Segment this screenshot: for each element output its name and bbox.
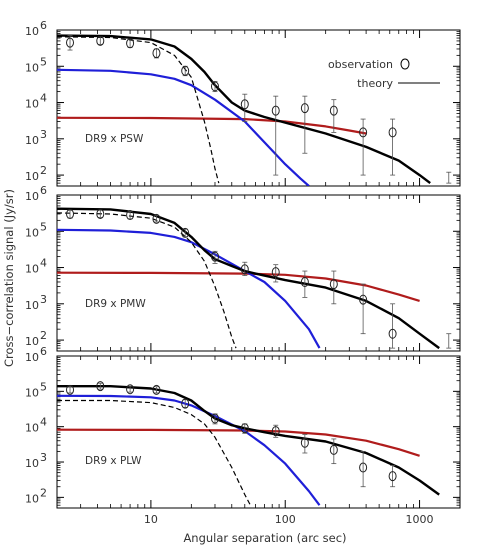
- panel-label: DR9 x PMW: [85, 298, 146, 310]
- series-total-line: [57, 385, 440, 496]
- x-tick-label: 10: [144, 513, 158, 526]
- obs-point: [271, 105, 280, 116]
- obs-point: [181, 65, 190, 76]
- obs-point: [359, 294, 368, 305]
- legend-observation-label: observation: [328, 58, 393, 71]
- obs-point: [271, 267, 280, 278]
- y-tick-label: 10: [25, 98, 39, 111]
- obs-point: [96, 381, 105, 392]
- obs-point: [152, 48, 161, 59]
- series-total-line: [57, 34, 431, 185]
- obs-point: [300, 276, 309, 287]
- y-tick-exponent: 5: [40, 380, 47, 393]
- obs-point: [329, 444, 338, 455]
- y-tick-exponent: 6: [40, 19, 47, 32]
- y-tick-label: 10: [25, 422, 39, 435]
- legend: observation theory: [328, 58, 440, 90]
- obs-point: [240, 99, 249, 110]
- panel-label: DR9 x PLW: [85, 455, 142, 467]
- y-tick-exponent: 3: [40, 451, 47, 464]
- obs-point: [210, 413, 219, 424]
- obs-point: [210, 81, 219, 92]
- obs-point: [240, 264, 249, 275]
- obs-point: [66, 37, 75, 48]
- legend-theory-label: theory: [357, 77, 393, 90]
- obs-point: [126, 38, 135, 49]
- y-tick-label: 10: [25, 25, 39, 38]
- y-tick-label: 10: [25, 226, 39, 239]
- y-tick-label: 10: [25, 457, 39, 470]
- y-tick-exponent: 4: [40, 416, 47, 429]
- series-shot-line: [57, 428, 420, 457]
- obs-point: [388, 328, 397, 339]
- series-shot-line: [57, 271, 420, 302]
- obs-point: [388, 127, 397, 138]
- series-one-halo-line: [57, 399, 251, 506]
- obs-point: [240, 423, 249, 434]
- y-tick-exponent: 4: [40, 257, 47, 270]
- obs-point: [152, 213, 161, 224]
- obs-point: [66, 208, 75, 219]
- obs-point: [329, 279, 338, 290]
- series-two-halo-line: [57, 228, 321, 349]
- series-one-halo-line: [57, 36, 220, 184]
- y-tick-label: 10: [25, 61, 39, 74]
- obs-point: [359, 127, 368, 138]
- obs-point: [66, 384, 75, 395]
- obs-point: [271, 426, 280, 437]
- y-axis-title: Cross−correlation signal (Jy/sr): [2, 189, 16, 367]
- obs-point: [96, 35, 105, 46]
- obs-point: [152, 384, 161, 395]
- y-tick-exponent: 4: [40, 92, 47, 105]
- panel-curves: [57, 207, 440, 350]
- y-tick-exponent: 5: [40, 220, 47, 233]
- obs-point: [96, 208, 105, 219]
- x-axis-title: Angular separation (arc sec): [183, 531, 346, 545]
- y-tick-exponent: 2: [40, 486, 47, 499]
- y-tick-label: 10: [25, 335, 39, 348]
- obs-point: [210, 251, 219, 262]
- y-tick-exponent: 3: [40, 293, 47, 306]
- y-tick-label: 10: [25, 170, 39, 183]
- y-tick-label: 10: [25, 492, 39, 505]
- obs-point: [359, 462, 368, 473]
- panel-curves: [57, 34, 431, 186]
- series-one-halo-line: [57, 212, 237, 349]
- legend-observation-marker: [400, 58, 410, 70]
- y-tick-exponent: 3: [40, 128, 47, 141]
- obs-point: [126, 210, 135, 221]
- obs-point: [181, 227, 190, 238]
- x-tick-label: 100: [275, 513, 296, 526]
- y-tick-label: 10: [25, 134, 39, 147]
- y-tick-exponent: 5: [40, 55, 47, 68]
- panel-label: DR9 x PSW: [85, 133, 144, 145]
- series-total-line: [57, 207, 440, 350]
- obs-point: [181, 398, 190, 409]
- y-tick-exponent: 2: [40, 164, 47, 177]
- y-tick-label: 10: [25, 263, 39, 276]
- y-tick-label: 10: [25, 190, 39, 203]
- x-tick-label: 1000: [406, 513, 434, 526]
- y-tick-label: 10: [25, 386, 39, 399]
- y-tick-label: 10: [25, 351, 39, 364]
- obs-point: [300, 437, 309, 448]
- y-tick-exponent: 6: [40, 345, 47, 358]
- panel-curves: [57, 385, 440, 506]
- y-tick-exponent: 6: [40, 184, 47, 197]
- panel-frame: [56, 29, 461, 187]
- y-tick-label: 10: [25, 299, 39, 312]
- y-tick-exponent: 2: [40, 329, 47, 342]
- obs-point: [329, 105, 338, 116]
- obs-point: [300, 103, 309, 114]
- obs-point: [388, 471, 397, 482]
- series-two-halo-line: [57, 68, 310, 186]
- obs-point: [126, 384, 135, 395]
- series-two-halo-line: [57, 394, 321, 506]
